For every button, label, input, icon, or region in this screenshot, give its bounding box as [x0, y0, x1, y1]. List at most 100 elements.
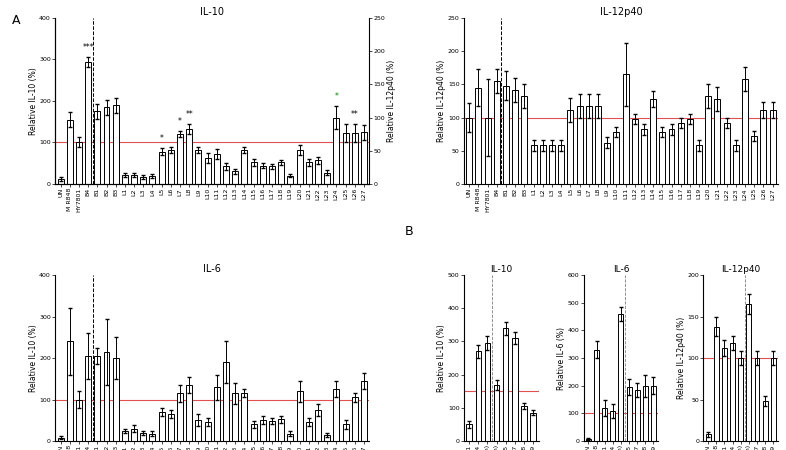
- Title: IL-12p40: IL-12p40: [721, 266, 760, 274]
- Bar: [67, 120, 73, 184]
- Bar: [196, 150, 201, 184]
- Bar: [296, 150, 303, 184]
- Bar: [315, 410, 321, 441]
- Bar: [251, 162, 256, 184]
- Bar: [724, 123, 729, 184]
- Bar: [306, 423, 312, 441]
- Bar: [476, 88, 482, 184]
- Bar: [751, 136, 757, 184]
- Bar: [632, 119, 637, 184]
- Bar: [476, 351, 481, 441]
- Title: IL-6: IL-6: [613, 266, 629, 274]
- Bar: [351, 397, 358, 441]
- Bar: [269, 421, 275, 441]
- Bar: [738, 358, 743, 441]
- Bar: [159, 152, 164, 184]
- Bar: [503, 328, 509, 441]
- Y-axis label: Relative IL-10 (%): Relative IL-10 (%): [29, 67, 38, 135]
- Bar: [494, 81, 500, 184]
- Bar: [57, 438, 64, 441]
- Title: IL-6: IL-6: [204, 264, 221, 274]
- Bar: [232, 393, 238, 441]
- Bar: [149, 433, 156, 441]
- Bar: [343, 424, 348, 441]
- Bar: [722, 348, 727, 441]
- Bar: [324, 435, 330, 441]
- Bar: [696, 145, 702, 184]
- Bar: [260, 166, 266, 184]
- Y-axis label: Relative IL-12p40 (%): Relative IL-12p40 (%): [677, 317, 686, 399]
- Bar: [76, 142, 82, 184]
- Bar: [771, 358, 776, 441]
- Bar: [85, 356, 91, 441]
- Bar: [168, 150, 174, 184]
- Bar: [288, 176, 293, 184]
- Bar: [742, 79, 748, 184]
- Bar: [324, 173, 330, 184]
- Bar: [269, 166, 275, 184]
- Bar: [260, 420, 266, 441]
- Bar: [755, 358, 759, 441]
- Bar: [241, 393, 248, 441]
- Text: **: **: [185, 110, 193, 119]
- Bar: [485, 343, 490, 441]
- Bar: [549, 145, 555, 184]
- Bar: [714, 99, 721, 184]
- Bar: [186, 385, 193, 441]
- Text: B: B: [405, 225, 413, 238]
- Bar: [577, 106, 582, 184]
- Bar: [296, 391, 303, 441]
- Bar: [659, 132, 665, 184]
- Title: IL-10: IL-10: [490, 266, 512, 274]
- Bar: [288, 433, 293, 441]
- Bar: [85, 62, 91, 184]
- Bar: [586, 439, 591, 441]
- Bar: [602, 408, 607, 441]
- Bar: [466, 424, 472, 441]
- Bar: [214, 387, 220, 441]
- Bar: [595, 106, 601, 184]
- Bar: [706, 434, 711, 441]
- Bar: [204, 158, 211, 184]
- Bar: [186, 129, 193, 184]
- Bar: [714, 327, 718, 441]
- Title: IL-12p40: IL-12p40: [600, 7, 642, 17]
- Bar: [619, 314, 623, 441]
- Y-axis label: Relative IL-12p40 (%): Relative IL-12p40 (%): [387, 60, 395, 142]
- Bar: [760, 109, 766, 184]
- Bar: [485, 117, 490, 184]
- Bar: [94, 356, 101, 441]
- Bar: [333, 117, 340, 184]
- Bar: [730, 343, 735, 441]
- Bar: [306, 162, 312, 184]
- Bar: [643, 386, 648, 441]
- Y-axis label: Relative IL-6 (%): Relative IL-6 (%): [557, 327, 566, 390]
- Bar: [687, 119, 693, 184]
- Bar: [678, 123, 684, 184]
- Bar: [76, 400, 82, 441]
- Bar: [531, 145, 537, 184]
- Text: *: *: [334, 92, 338, 101]
- Bar: [94, 111, 101, 184]
- Bar: [278, 162, 285, 184]
- Bar: [613, 132, 619, 184]
- Bar: [361, 381, 367, 441]
- Bar: [122, 175, 128, 184]
- Bar: [67, 342, 73, 441]
- Bar: [140, 433, 146, 441]
- Bar: [769, 109, 776, 184]
- Bar: [604, 143, 610, 184]
- Bar: [512, 90, 518, 184]
- Bar: [567, 109, 573, 184]
- Bar: [558, 145, 564, 184]
- Bar: [521, 406, 527, 441]
- Text: *: *: [178, 117, 182, 126]
- Bar: [351, 133, 358, 184]
- Text: A: A: [12, 14, 20, 27]
- Bar: [494, 385, 499, 441]
- Bar: [641, 130, 647, 184]
- Bar: [140, 177, 146, 184]
- Bar: [159, 412, 164, 441]
- Bar: [343, 133, 348, 184]
- Bar: [112, 358, 119, 441]
